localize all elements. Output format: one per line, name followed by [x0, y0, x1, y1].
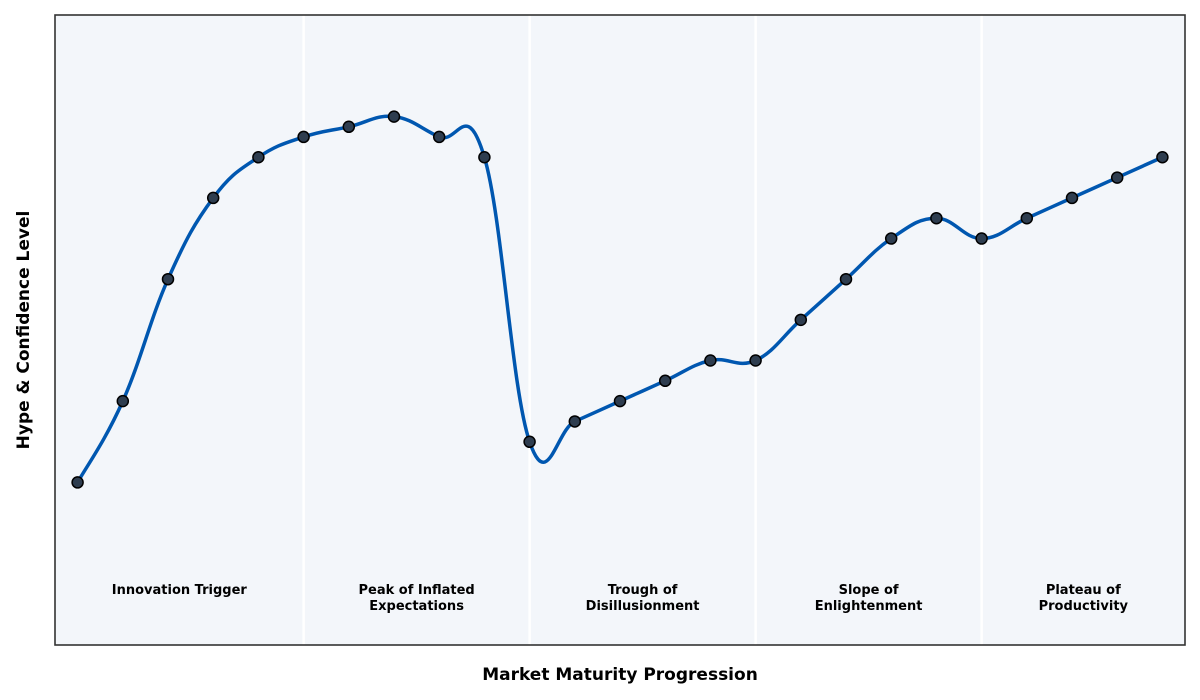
- phase-label: Innovation Trigger: [112, 583, 248, 598]
- data-point: [658, 374, 672, 388]
- data-point: [794, 313, 808, 327]
- data-point: [975, 232, 988, 245]
- data-point: [478, 151, 491, 164]
- data-point: [930, 211, 943, 225]
- data-point: [749, 354, 762, 367]
- phase-label: Plateau of Productivity: [1039, 583, 1129, 614]
- data-point: [71, 476, 84, 489]
- data-point: [884, 232, 898, 245]
- plot-frame: [54, 14, 1186, 646]
- data-point: [116, 394, 130, 408]
- data-point: [568, 415, 582, 428]
- series-line: [76, 114, 1164, 484]
- data-point: [1156, 151, 1169, 164]
- data-point: [523, 435, 536, 449]
- phase-label: Trough of Disillusionment: [586, 583, 700, 614]
- data-point: [206, 191, 220, 205]
- data-point: [1020, 211, 1034, 225]
- data-point: [432, 130, 446, 144]
- y-axis-label: Hype & Confidence Level: [14, 211, 34, 450]
- data-point: [1065, 191, 1079, 205]
- plot-area: [55, 15, 1185, 645]
- data-point: [387, 110, 401, 123]
- data-point: [704, 354, 717, 367]
- data-point: [839, 272, 853, 286]
- data-point: [342, 120, 356, 134]
- data-point: [252, 151, 265, 164]
- data-point: [297, 130, 310, 144]
- data-point: [161, 272, 175, 286]
- data-point: [1110, 171, 1124, 184]
- phase-label: Peak of Inflated Expectations: [358, 583, 474, 614]
- x-axis-label: Market Maturity Progression: [482, 665, 758, 685]
- phase-label: Slope of Enlightenment: [815, 583, 923, 614]
- data-point: [613, 394, 627, 408]
